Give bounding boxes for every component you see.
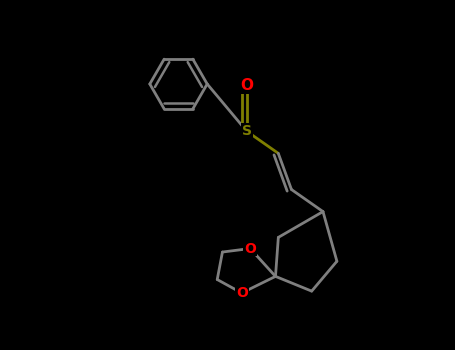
Text: O: O	[236, 286, 248, 300]
Text: S: S	[242, 124, 252, 138]
Text: O: O	[244, 241, 256, 255]
Text: O: O	[240, 78, 253, 93]
